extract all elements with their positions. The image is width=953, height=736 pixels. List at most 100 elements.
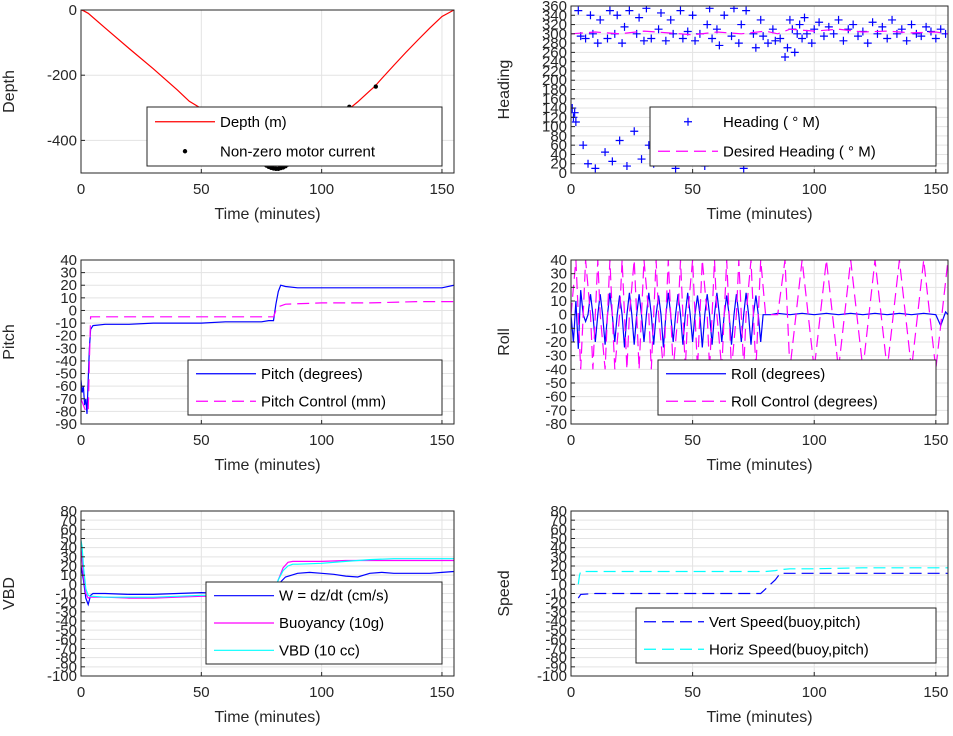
data-point (776, 34, 785, 43)
legend-label: Roll (degrees) (731, 366, 825, 383)
x-tick-label: 100 (309, 181, 334, 198)
series-group (571, 260, 948, 370)
data-point (586, 11, 595, 20)
data-point (742, 6, 751, 15)
data-point (647, 34, 656, 43)
data-point (669, 29, 678, 38)
y-tick-label: 50 (550, 531, 567, 548)
data-point (574, 6, 583, 15)
legend: Heading ( ° M) Desired Heading ( ° M) (649, 106, 937, 167)
data-point (656, 8, 665, 17)
y-axis-label: VBD (1, 577, 18, 610)
y-tick-label: -80 (545, 650, 567, 667)
series-line (81, 284, 454, 414)
legend-box (657, 359, 937, 416)
data-point (708, 34, 717, 43)
series-group (81, 284, 454, 414)
data-point (941, 29, 948, 38)
data-point (581, 34, 590, 43)
legend-label: Desired Heading ( ° M) (723, 143, 876, 160)
data-point (591, 164, 600, 173)
y-tick-label: -60 (545, 389, 567, 406)
data-point (888, 15, 897, 24)
y-tick-label: -10 (55, 315, 77, 332)
legend-label: VBD (10 cc) (279, 642, 360, 659)
y-tick-label: 220 (542, 63, 567, 80)
data-point (613, 11, 622, 20)
data-point (625, 6, 634, 15)
y-tick-label: 120 (542, 109, 567, 126)
y-tick-label: 30 (550, 549, 567, 566)
legend: Vert Speed(buoy,pitch) Horiz Speed(buoy,p… (635, 607, 937, 664)
y-tick-label: 80 (60, 503, 77, 520)
y-tick-label: 40 (550, 252, 567, 269)
data-point (571, 117, 580, 126)
data-point (603, 34, 612, 43)
chart-heading: 0 50 100 1500204060801001201401601802002202… (496, 0, 949, 223)
data-point (688, 11, 697, 20)
data-point (601, 148, 610, 157)
y-tick-label: 100 (542, 119, 567, 136)
y-tick-label: -90 (55, 659, 77, 676)
data-point (720, 11, 729, 20)
data-point (756, 15, 765, 24)
legend-box (635, 607, 937, 664)
legend: Pitch (degrees) Pitch Control (mm) (187, 359, 443, 416)
data-point (605, 6, 614, 15)
data-point (936, 25, 945, 34)
x-axis-label: Time (minutes) (214, 457, 320, 474)
data-point (596, 15, 605, 24)
legend: W = dz/dt (cm/s) Buoyancy (10g) VBD (10 cc… (205, 581, 443, 665)
data-point (759, 32, 768, 41)
y-tick-label: -80 (545, 416, 567, 433)
legend-label: Horiz Speed(buoy,pitch) (709, 641, 869, 658)
y-tick-label: 20 (550, 156, 567, 173)
x-tick-label: 0 (77, 684, 85, 701)
legend-label: Pitch Control (mm) (261, 393, 386, 410)
x-tick-label: 150 (429, 684, 454, 701)
y-tick-label: -30 (55, 340, 77, 357)
data-point (892, 29, 901, 38)
y-tick-label: -70 (55, 391, 77, 408)
x-tick-label: 50 (684, 432, 701, 449)
y-tick-label: -50 (55, 622, 77, 639)
x-tick-label: 100 (802, 181, 827, 198)
data-point (883, 34, 892, 43)
y-tick-label: -30 (545, 348, 567, 365)
x-tick-label: 100 (309, 432, 334, 449)
data-point (819, 32, 828, 41)
y-tick-label: -70 (545, 641, 567, 658)
y-tick-label: -40 (545, 361, 567, 378)
legend-label: Vert Speed(buoy,pitch) (709, 614, 860, 631)
y-tick-label: 280 (542, 35, 567, 52)
y-tick-label: -10 (55, 586, 77, 603)
data-point (807, 39, 816, 48)
x-tick-label: 50 (684, 181, 701, 198)
y-tick-label: -80 (55, 403, 77, 420)
data-point (571, 108, 579, 117)
data-point (373, 84, 378, 89)
y-axis-label: Roll (496, 328, 513, 356)
y-tick-label: -40 (55, 353, 77, 370)
legend-box (649, 106, 937, 167)
chart-speed: 0 50 100 150-100-90-80-70-60-50-40-30-20-10… (496, 503, 949, 726)
data-point (810, 25, 819, 34)
series-line (571, 28, 948, 36)
data-point (593, 39, 602, 48)
x-tick-label: 0 (567, 432, 575, 449)
y-tick-label: 300 (542, 26, 567, 43)
y-tick-label: 140 (542, 100, 567, 117)
y-tick-label: 10 (550, 567, 567, 584)
legend: Roll (degrees) Roll Control (degrees) (657, 359, 937, 416)
y-tick-label: 40 (60, 252, 77, 269)
axes-box (80, 259, 455, 425)
y-tick-label: 160 (542, 91, 567, 108)
y-tick-label: 0 (69, 576, 77, 593)
y-tick-label: 10 (60, 567, 77, 584)
data-point (815, 18, 824, 27)
data-point (676, 6, 685, 15)
y-tick-label: -100 (537, 668, 567, 685)
data-point (642, 6, 651, 13)
chart-vbd: 0 50 100 150-100-90-80-70-60-50-40-30-20-10… (1, 503, 455, 726)
y-tick-label: -90 (55, 416, 77, 433)
